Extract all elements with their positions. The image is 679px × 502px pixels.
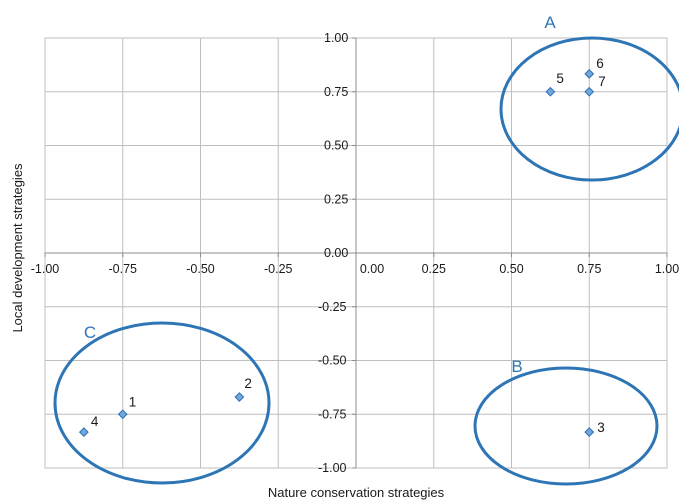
- data-point-label-3: 3: [597, 420, 605, 435]
- y-tick-label: -0.25: [318, 300, 347, 314]
- data-point-label-1: 1: [129, 394, 137, 409]
- axes: [44, 37, 668, 469]
- data-point-5: [545, 86, 556, 97]
- data-points: 1 2 3 4 5 6 7: [78, 56, 606, 438]
- data-point-4: [78, 427, 89, 438]
- group-ellipse-b: [473, 366, 659, 486]
- group-label-a: A: [544, 13, 556, 32]
- data-point-label-4: 4: [91, 414, 99, 429]
- data-point-label-6: 6: [596, 56, 604, 71]
- y-tick-label: 1.00: [324, 31, 348, 45]
- x-tick-label: 0.75: [577, 262, 601, 276]
- x-tick-label: -0.50: [186, 262, 215, 276]
- x-tick-label: 0.25: [422, 262, 446, 276]
- y-tick-label: -0.50: [318, 354, 347, 368]
- y-tick-label: 0.50: [324, 139, 348, 153]
- tick-labels: -1.00 -0.75 -0.50 -0.25 0.00 0.25 0.50 0.75 1.00…: [31, 31, 679, 475]
- group-ellipse-c: [53, 321, 271, 485]
- data-point-1: [117, 409, 128, 420]
- y-tick-label: 0.00: [324, 246, 348, 260]
- x-tick-label: 0.50: [499, 262, 523, 276]
- x-tick-label: -1.00: [31, 262, 60, 276]
- group-label-b: B: [511, 357, 522, 376]
- x-tick-label: 1.00: [655, 262, 679, 276]
- y-tick-label: 0.75: [324, 85, 348, 99]
- data-point-label-7: 7: [598, 74, 606, 89]
- group-label-c: C: [84, 323, 96, 342]
- data-point-6: [584, 68, 595, 79]
- data-point-2: [234, 392, 245, 402]
- data-point-7: [584, 86, 595, 97]
- group-ellipses: A B C: [53, 13, 679, 486]
- data-point-label-5: 5: [556, 71, 564, 86]
- y-axis-title: Local development strategies: [10, 163, 25, 333]
- x-axis-title: Nature conservation strategies: [268, 485, 445, 500]
- data-point-3: [584, 427, 595, 438]
- x-tick-label: 0.00: [360, 262, 384, 276]
- y-tick-label: -1.00: [318, 461, 347, 475]
- x-tick-label: -0.75: [109, 262, 138, 276]
- x-tick-label: -0.25: [264, 262, 293, 276]
- y-tick-label: -0.75: [318, 407, 347, 421]
- data-point-label-2: 2: [244, 376, 252, 391]
- group-ellipse-a: [499, 36, 679, 182]
- y-tick-label: 0.25: [324, 192, 348, 206]
